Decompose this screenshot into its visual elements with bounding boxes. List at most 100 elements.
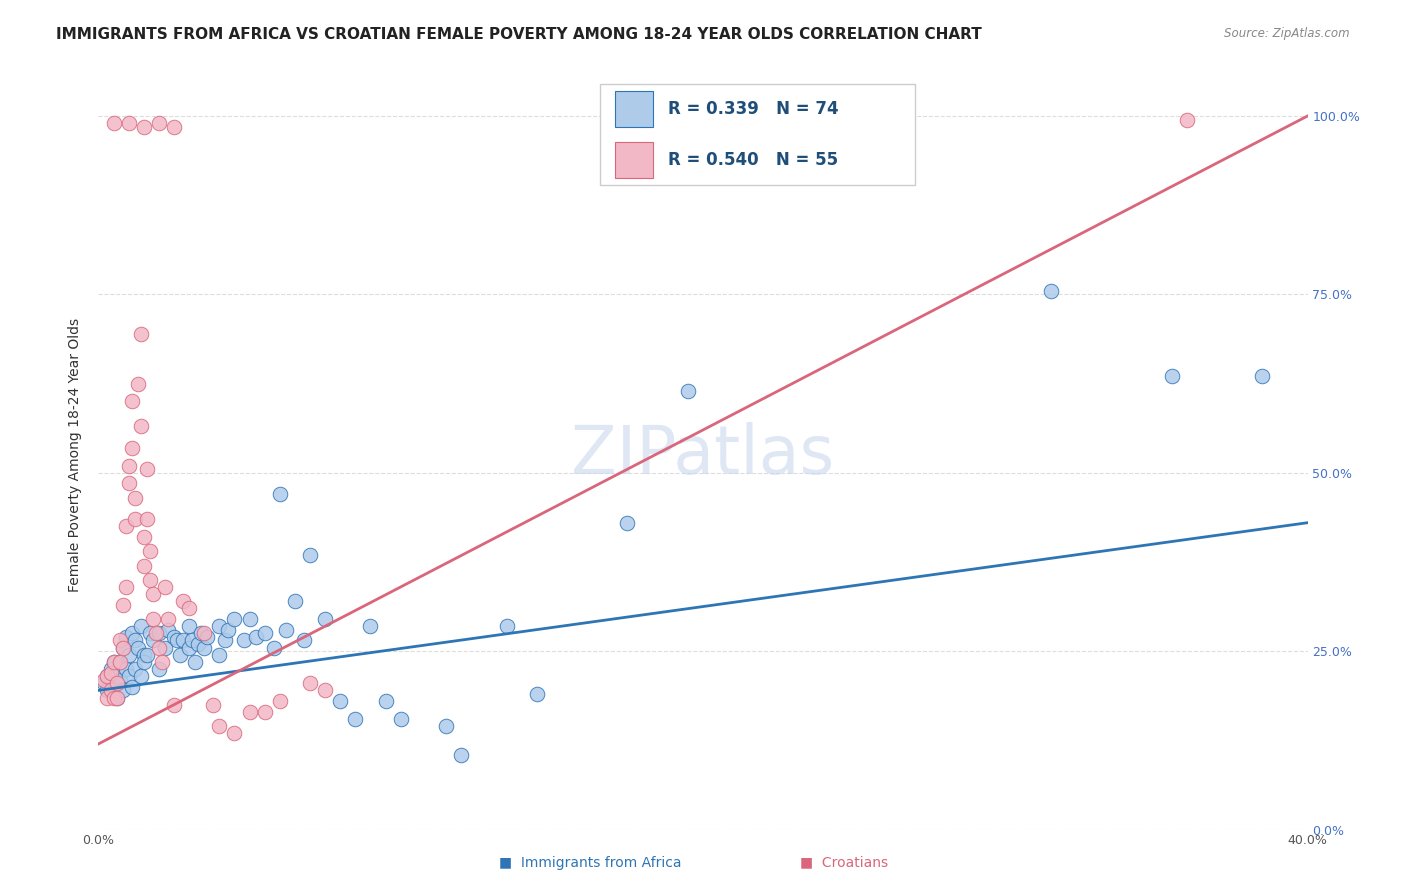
Point — [105, 690, 128, 705]
Point — [139, 626, 162, 640]
Point — [111, 640, 134, 655]
Point — [132, 530, 155, 544]
Point — [127, 376, 149, 391]
Point — [148, 626, 170, 640]
Text: IMMIGRANTS FROM AFRICA VS CROATIAN FEMALE POVERTY AMONG 18-24 YEAR OLDS CORRELAT: IMMIGRANTS FROM AFRICA VS CROATIAN FEMAL… — [56, 27, 981, 42]
Text: ZIPatlas: ZIPatlas — [571, 422, 835, 488]
Point — [1160, 369, 1182, 384]
Point — [239, 705, 262, 719]
Point — [208, 619, 231, 633]
Point — [100, 673, 122, 687]
Point — [153, 640, 176, 655]
Y-axis label: Female Poverty Among 18-24 Year Olds: Female Poverty Among 18-24 Year Olds — [69, 318, 83, 592]
Point — [96, 690, 118, 705]
Point — [100, 665, 122, 680]
Point — [274, 623, 297, 637]
Point — [108, 655, 131, 669]
Point — [132, 120, 155, 134]
Point — [314, 612, 336, 626]
Point — [193, 640, 215, 655]
Point — [127, 640, 149, 655]
Point — [214, 633, 236, 648]
Point — [148, 116, 170, 130]
Point — [179, 601, 201, 615]
Point — [103, 680, 125, 694]
Point — [132, 648, 155, 662]
Point — [135, 512, 157, 526]
Point — [129, 669, 152, 683]
Point — [124, 491, 146, 505]
Point — [121, 626, 143, 640]
Point — [232, 633, 254, 648]
Point — [263, 640, 285, 655]
Point — [96, 669, 118, 683]
Point — [184, 655, 207, 669]
Point — [208, 719, 231, 733]
Point — [121, 394, 143, 409]
Point — [145, 626, 167, 640]
Point — [172, 594, 194, 608]
Point — [169, 648, 191, 662]
Point — [245, 630, 267, 644]
Point — [105, 665, 128, 680]
Point — [108, 673, 131, 687]
Point — [172, 633, 194, 648]
Point — [179, 640, 201, 655]
Point — [526, 687, 548, 701]
FancyBboxPatch shape — [600, 84, 915, 186]
Point — [190, 626, 212, 640]
Point — [124, 662, 146, 676]
Point — [135, 648, 157, 662]
Point — [217, 623, 239, 637]
Point — [284, 594, 307, 608]
Point — [114, 519, 136, 533]
FancyBboxPatch shape — [614, 142, 654, 178]
Point — [156, 623, 179, 637]
Text: R = 0.339   N = 74: R = 0.339 N = 74 — [668, 100, 838, 119]
Point — [121, 441, 143, 455]
Point — [108, 633, 131, 648]
Point — [292, 633, 315, 648]
Point — [111, 640, 134, 655]
Point — [114, 662, 136, 676]
Point — [142, 612, 165, 626]
Point — [124, 633, 146, 648]
Text: ■  Croatians: ■ Croatians — [800, 855, 887, 870]
Point — [142, 587, 165, 601]
Point — [121, 680, 143, 694]
Point — [187, 637, 209, 651]
Point — [103, 655, 125, 669]
Point — [163, 698, 186, 712]
Point — [105, 690, 128, 705]
Point — [148, 662, 170, 676]
Point — [124, 512, 146, 526]
Point — [93, 673, 115, 687]
Point — [96, 683, 118, 698]
Point — [434, 719, 457, 733]
Point — [111, 598, 134, 612]
Point — [299, 676, 322, 690]
Point — [181, 633, 204, 648]
Point — [139, 573, 162, 587]
Point — [202, 698, 225, 712]
Point — [269, 694, 291, 708]
FancyBboxPatch shape — [614, 91, 654, 128]
Point — [103, 655, 125, 669]
Point — [314, 683, 336, 698]
Point — [269, 487, 291, 501]
Point — [156, 612, 179, 626]
Point — [163, 120, 186, 134]
Point — [1251, 369, 1274, 384]
Text: R = 0.540   N = 55: R = 0.540 N = 55 — [668, 151, 838, 169]
Text: ■  Immigrants from Africa: ■ Immigrants from Africa — [499, 855, 682, 870]
Point — [616, 516, 638, 530]
Point — [208, 648, 231, 662]
Point — [1039, 284, 1062, 298]
Point — [139, 544, 162, 558]
Point — [495, 619, 517, 633]
Point — [118, 458, 141, 473]
Point — [299, 548, 322, 562]
Point — [114, 630, 136, 644]
Point — [253, 705, 276, 719]
Point — [360, 619, 382, 633]
